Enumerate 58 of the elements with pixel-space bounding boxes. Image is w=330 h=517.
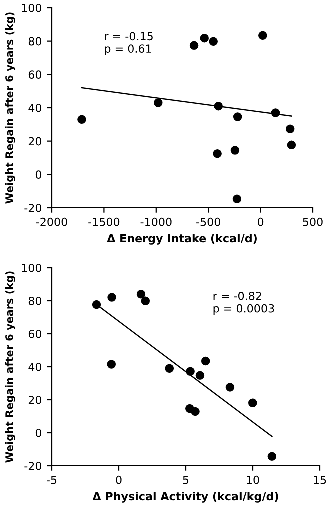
point	[141, 296, 150, 306]
y-tick-label: 60	[28, 70, 42, 80]
x-tick-label: 0	[258, 218, 264, 226]
point	[186, 367, 195, 376]
point	[287, 140, 296, 150]
x-tick-label: -1000	[140, 218, 172, 226]
y-axis-title: Weight Regain after 6 years (kg)	[5, 272, 16, 463]
x-tick-label: 0	[116, 476, 122, 484]
y-tick-label: 0	[36, 428, 42, 438]
y-tick-label: 80	[28, 37, 42, 46]
y-tick-label: 100	[22, 264, 42, 272]
point	[191, 407, 200, 416]
point	[107, 360, 116, 369]
y-tick-label: 100	[22, 4, 42, 12]
point	[230, 146, 240, 155]
point	[196, 371, 205, 380]
y-tick-label: -20	[24, 204, 42, 212]
x-tick-label: 500	[303, 218, 323, 226]
point	[78, 115, 86, 124]
annotation: r = -0.15 p = 0.61	[105, 32, 153, 56]
x-tick-label: -5	[47, 476, 57, 484]
annotation: r = -0.82 p = 0.0003	[214, 292, 274, 315]
point	[226, 383, 235, 392]
point	[201, 356, 210, 366]
point	[258, 31, 268, 40]
point	[92, 300, 102, 310]
y-tick-label: 40	[28, 104, 42, 112]
point	[248, 398, 258, 408]
x-tick-label: 10	[247, 476, 260, 484]
point	[268, 452, 277, 461]
point	[214, 102, 223, 111]
point	[136, 290, 146, 299]
x-axis-title: Δ Physical Activity (kcal/kg/d)	[92, 492, 278, 503]
y-tick-label: -20	[24, 462, 42, 470]
x-tick-label: -500	[196, 218, 220, 226]
point	[108, 293, 116, 302]
x-tick-label: 15	[314, 476, 326, 484]
y-tick-label: 20	[28, 396, 42, 404]
x-tick-label: 5	[183, 476, 189, 484]
y-axis-title: Weight Regain after 6 years (kg)	[5, 12, 16, 204]
y-tick-label: 60	[28, 330, 42, 338]
point	[165, 364, 174, 374]
x-tick-label: -1500	[88, 218, 120, 226]
y-tick-label: 40	[28, 362, 42, 372]
point	[213, 149, 222, 158]
point	[286, 124, 295, 134]
y-tick-label: 80	[28, 296, 42, 306]
y-tick-label: 20	[28, 137, 42, 146]
point	[271, 108, 280, 118]
x-axis-title: Δ Energy Intake (kcal/d)	[107, 234, 257, 245]
point	[233, 112, 242, 122]
point	[232, 194, 242, 204]
point	[190, 41, 199, 50]
y-tick-label: 0	[36, 170, 42, 180]
point	[209, 37, 218, 46]
x-tick-label: -2000	[36, 218, 68, 226]
point	[154, 98, 163, 108]
point	[200, 34, 210, 43]
